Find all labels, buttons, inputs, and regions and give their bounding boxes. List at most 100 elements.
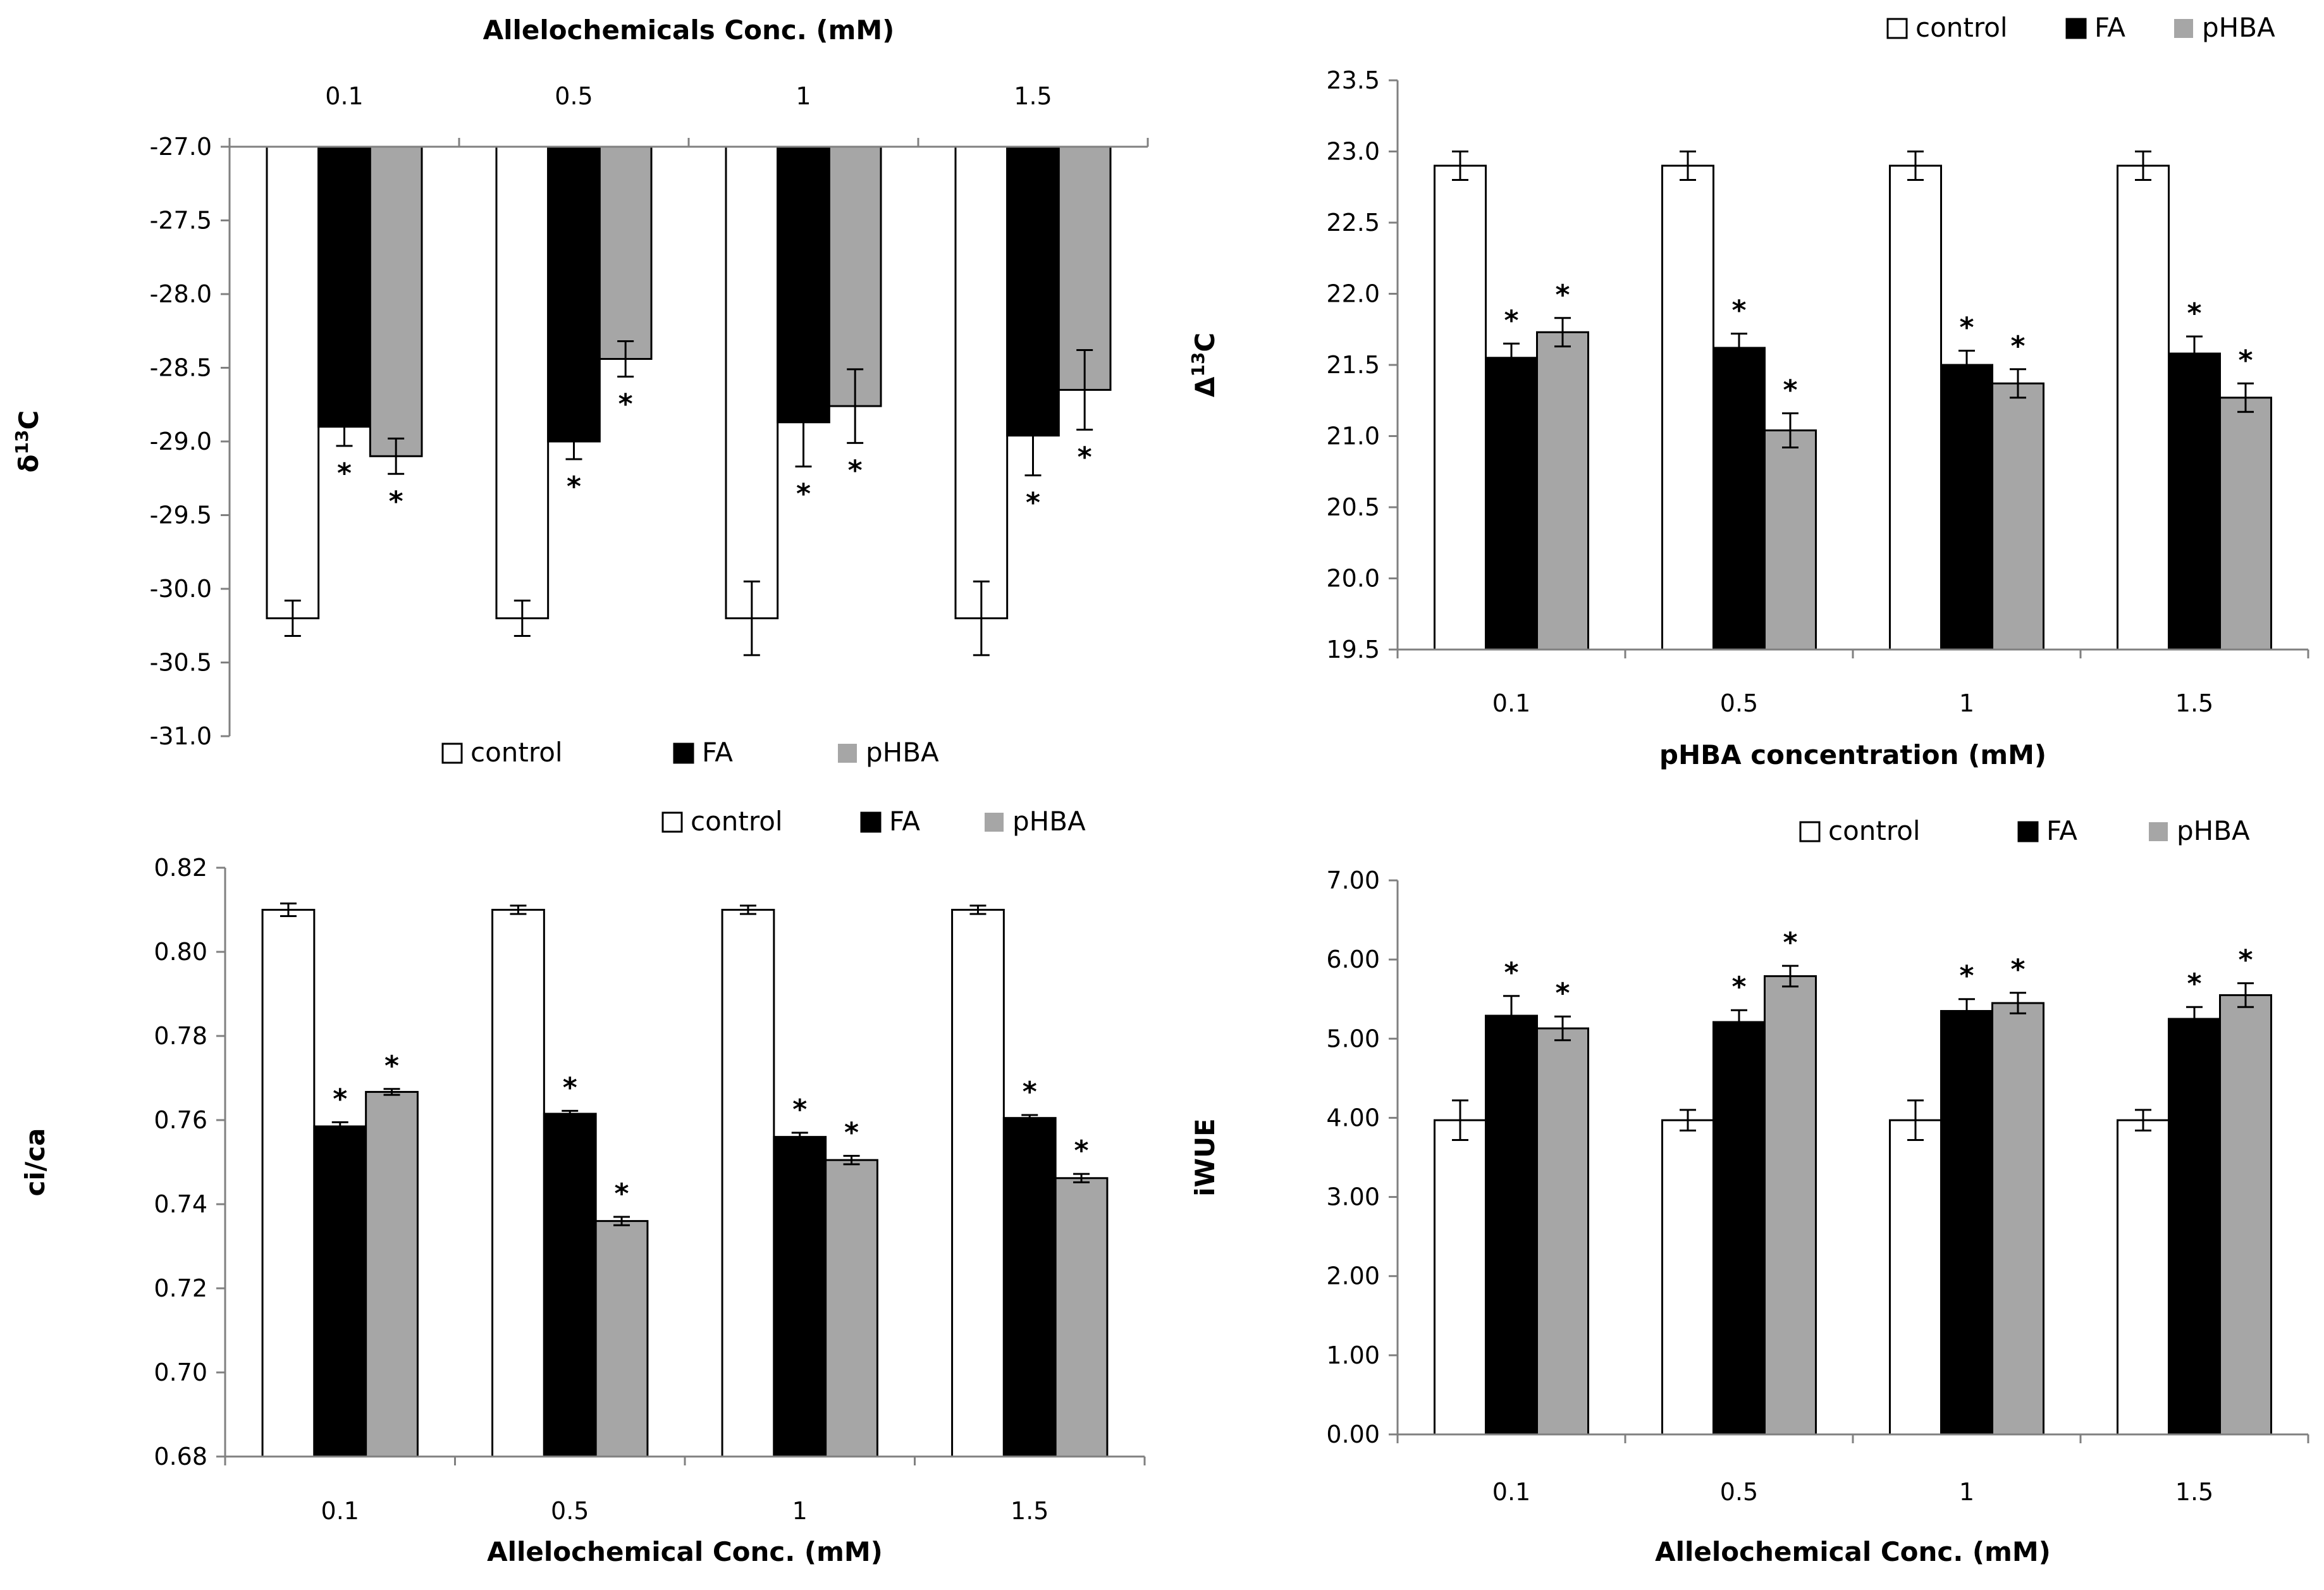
significance-marker: * (2187, 297, 2201, 330)
bar-control (725, 145, 779, 620)
bar-pHBA (1991, 1002, 2044, 1436)
significance-marker: * (1783, 927, 1797, 959)
y-tick-label: 0.00 (1326, 1421, 1380, 1448)
y-tick-label: 23.5 (1326, 66, 1380, 94)
bar-pHBA (365, 1090, 419, 1458)
significance-marker: * (796, 478, 811, 510)
significance-marker: * (2238, 944, 2253, 977)
legend-label-pHBA: pHBA (2177, 815, 2250, 846)
significance-marker: * (1023, 1076, 1037, 1108)
bar-control (1661, 1119, 1714, 1436)
x-tick-label: 1.5 (1014, 82, 1052, 110)
legend: control FA pHBA (661, 806, 1086, 837)
y-tick-label: 0.76 (154, 1106, 207, 1134)
significance-marker: * (1026, 487, 1040, 519)
bar-control (1889, 164, 1942, 651)
y-axis-title-main: δ (13, 454, 44, 472)
x-tick-label: 1 (792, 1497, 808, 1525)
significance-marker: * (563, 1071, 577, 1104)
y-tick-label: 22.5 (1326, 209, 1380, 237)
bar-FA (543, 1112, 597, 1458)
y-axis-title-sup: 13 (1188, 352, 1208, 377)
x-tick-label: 1.5 (2175, 1478, 2213, 1506)
x-tick-label: 1 (796, 82, 811, 110)
panel-D13c: 19.5 20.0 20.5 21.0 21.5 22.0 22.5 23.0 23.5 * * 0.… (1188, 12, 2309, 770)
y-axis-title: Δ13C (1188, 333, 1220, 397)
significance-marker: * (384, 1050, 399, 1082)
legend-label-FA: FA (702, 737, 733, 768)
y-tick-label: 0.72 (154, 1274, 207, 1302)
bar-pHBA (2219, 994, 2272, 1436)
bar-FA (1712, 1021, 1766, 1436)
legend-swatch-pHBA (838, 744, 857, 763)
y-tick-label: 2.00 (1326, 1262, 1380, 1290)
legend-swatch-pHBA (985, 813, 1004, 832)
legend-label-control: control (691, 806, 783, 837)
significance-marker: * (567, 471, 581, 503)
legend-swatch-control (1886, 18, 1908, 39)
significance-marker: * (792, 1094, 807, 1126)
y-axis-title-tail: C (1190, 333, 1220, 352)
bar-pHBA (369, 145, 423, 457)
y-tick-label: 0.68 (154, 1443, 207, 1470)
significance-marker: * (1783, 374, 1797, 407)
y-tick-label: 3.00 (1326, 1183, 1380, 1211)
x-axis-title: pHBA concentration (mM) (1659, 739, 2046, 770)
y-tick-label: 5.00 (1326, 1025, 1380, 1052)
bar-control (261, 909, 316, 1458)
x-tick-label: 0.1 (1492, 689, 1530, 717)
significance-marker: * (1555, 279, 1570, 311)
significance-marker: * (1504, 957, 1518, 989)
y-tick-label: 7.00 (1326, 866, 1380, 894)
bar-FA (1940, 1009, 1993, 1436)
bar-FA (1485, 1014, 1538, 1436)
significance-marker: * (389, 485, 403, 517)
bar-FA (2168, 1018, 2221, 1436)
x-tick-label: 0.5 (1720, 689, 1758, 717)
bar-pHBA (825, 1159, 878, 1458)
legend-label-control: control (1828, 815, 1921, 846)
legend-label-FA: FA (2094, 12, 2125, 43)
bar-control (495, 145, 550, 620)
legend-label-control: control (1915, 12, 2008, 43)
significance-marker: * (618, 388, 633, 420)
x-tick-label: 0.1 (325, 82, 363, 110)
significance-marker: * (844, 1117, 859, 1149)
panel-cica: 0.82 0.80 0.78 0.76 0.74 0.72 0.70 0.68 * * 0.1 * * 0… (20, 806, 1146, 1567)
x-tick-label: 1 (1959, 1478, 1974, 1506)
bar-pHBA (2219, 397, 2272, 651)
y-axis-title: ci/ca (20, 1128, 51, 1197)
x-tick-label: 0.1 (321, 1497, 359, 1525)
significance-marker: * (848, 454, 863, 486)
bar-control (491, 909, 545, 1458)
legend-swatch-FA (2065, 18, 2087, 39)
y-tick-label: 20.0 (1326, 565, 1380, 593)
legend-swatch-pHBA (2174, 19, 2193, 38)
legend: control FA pHBA (1886, 12, 2275, 43)
significance-marker: * (1731, 971, 1746, 1003)
legend-swatch-FA (860, 811, 882, 833)
significance-marker: * (2238, 344, 2253, 376)
bar-control (721, 909, 775, 1458)
y-tick-label: 0.70 (154, 1359, 207, 1386)
significance-marker: * (333, 1083, 347, 1115)
bar-pHBA (1764, 429, 1817, 651)
x-tick-label: 0.5 (551, 1497, 589, 1525)
legend-label-pHBA: pHBA (866, 737, 939, 768)
bar-pHBA (1536, 331, 1589, 651)
y-tick-label: -30.0 (150, 575, 212, 603)
significance-marker: * (1731, 295, 1746, 327)
x-tick-label: 1.5 (2175, 689, 2213, 717)
y-axis-title-sup: 13 (11, 430, 32, 455)
y-tick-label: -29.0 (150, 428, 212, 455)
y-tick-label: 4.00 (1326, 1104, 1380, 1131)
y-tick-label: 21.5 (1326, 351, 1380, 379)
y-tick-label: -27.0 (150, 133, 212, 161)
bar-FA (1006, 145, 1060, 437)
y-tick-label: -27.5 (150, 207, 212, 235)
y-axis-title-main: iWUE (1190, 1118, 1220, 1197)
significance-marker: * (2010, 954, 2025, 986)
bar-pHBA (828, 145, 882, 407)
significance-marker: * (1504, 304, 1518, 336)
y-axis-title-main: Δ (1190, 376, 1220, 397)
